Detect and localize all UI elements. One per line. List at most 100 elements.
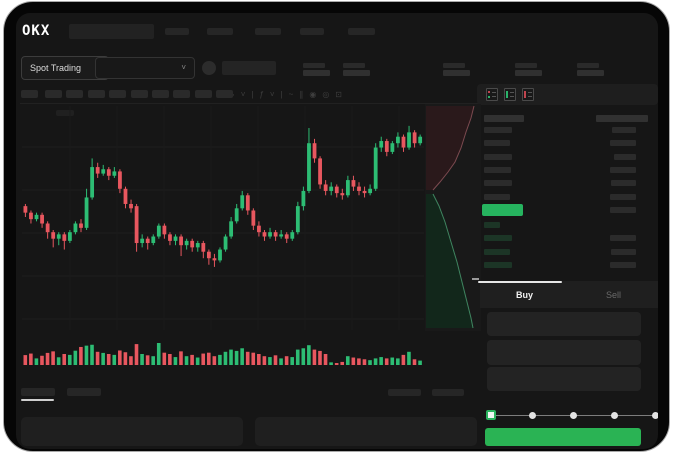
line-tool-icon[interactable]: ~ <box>288 90 294 99</box>
volume-bar <box>84 345 89 365</box>
timeframe-pill-skeleton[interactable] <box>109 90 126 98</box>
stat-value-skeleton <box>443 70 470 76</box>
orderbook-view-asks-icon[interactable] <box>522 88 534 101</box>
ask-row-price-skeleton[interactable] <box>484 193 510 200</box>
candle-body <box>318 158 322 185</box>
candle-body <box>329 186 334 191</box>
okx-logo[interactable]: OKX <box>22 23 51 39</box>
candle-body <box>357 186 361 191</box>
coin-avatar[interactable] <box>202 61 216 75</box>
candle-body <box>212 258 217 261</box>
candle-body <box>112 171 117 176</box>
total-input-skeleton[interactable] <box>487 367 641 391</box>
candle-body <box>268 232 272 237</box>
candle-body <box>62 234 67 241</box>
candle-body <box>412 132 417 144</box>
market-type-dropdown[interactable]: Spot Trading ˅ <box>21 56 109 80</box>
candle-body <box>190 240 195 248</box>
timeframe-pill-skeleton[interactable] <box>152 90 169 98</box>
slider-dot[interactable] <box>651 412 658 419</box>
pair-name-skeleton <box>222 61 276 75</box>
bottom-tab-skeleton[interactable] <box>21 388 55 396</box>
orderbook-view-bids-icon[interactable] <box>504 88 516 101</box>
nav-item-skeleton[interactable] <box>348 28 375 35</box>
draw-tool-icon[interactable]: ∥ <box>299 90 304 99</box>
timeframe-pill-skeleton[interactable] <box>195 90 212 98</box>
orderbook-col-header <box>596 115 648 122</box>
timeframe-pill-skeleton[interactable] <box>88 90 105 98</box>
pair-selector-dropdown[interactable]: ˅ <box>95 57 195 79</box>
bottom-action-skeleton[interactable] <box>432 389 464 396</box>
candle-body <box>73 223 78 233</box>
bid-row-price-skeleton[interactable] <box>484 222 500 228</box>
timeframe-pill-skeleton[interactable] <box>66 90 83 98</box>
bottom-tab-skeleton[interactable] <box>67 388 101 396</box>
volume-bar <box>351 357 356 365</box>
fullscreen-icon[interactable]: ⊡ <box>335 90 342 99</box>
search-bar-skeleton[interactable] <box>69 24 154 39</box>
chart-type-chevron[interactable]: ˅ <box>240 90 246 99</box>
volume-bar <box>118 350 122 365</box>
candle-body <box>151 236 156 244</box>
timeframe-pill-skeleton[interactable] <box>216 90 233 98</box>
timeframe-pill-skeleton[interactable] <box>45 90 62 98</box>
slider-dot[interactable] <box>610 412 618 419</box>
volume-bar <box>195 357 200 365</box>
amount-input-skeleton[interactable] <box>487 340 641 365</box>
volume-bar <box>190 354 194 365</box>
candle-body <box>362 190 367 194</box>
ask-row-price-skeleton[interactable] <box>484 166 511 173</box>
volume-bar <box>345 356 350 365</box>
nav-item-skeleton[interactable] <box>207 28 233 35</box>
indicators-icon[interactable]: ƒ <box>259 90 264 99</box>
volume-bar <box>295 349 300 365</box>
depth-chart[interactable] <box>425 104 481 331</box>
volume-bar <box>129 356 133 365</box>
candle-body <box>184 240 189 246</box>
nav-item-skeleton[interactable] <box>165 28 189 35</box>
candle-body <box>201 243 206 252</box>
ask-row-price-skeleton[interactable] <box>484 140 510 147</box>
orderbook-view-combined-icon[interactable] <box>486 88 498 101</box>
app-screen: OKX Spot Trading ˅ ˅ ∿˅|ƒ˅|~∥◉◎⊡ <box>16 13 658 449</box>
slider-dot[interactable] <box>528 412 536 419</box>
bid-row-price-skeleton[interactable] <box>484 261 512 268</box>
orderbook-col-header <box>484 115 524 122</box>
indicators-chevron[interactable]: ˅ <box>269 90 275 99</box>
volume-bar <box>29 353 33 365</box>
slider-dot[interactable] <box>569 412 577 419</box>
timeframe-pill-skeleton[interactable] <box>21 90 38 98</box>
candlestick-chart[interactable] <box>20 104 426 382</box>
candle-body <box>129 203 133 209</box>
candle-body <box>106 169 111 176</box>
bid-row-price-skeleton[interactable] <box>484 248 510 255</box>
tab-sell[interactable]: Sell <box>605 289 621 300</box>
ask-row-price-skeleton[interactable] <box>484 127 512 133</box>
volume-bar <box>229 349 233 365</box>
bid-row-price-skeleton[interactable] <box>484 235 512 242</box>
settings-icon[interactable]: ◎ <box>322 90 330 99</box>
ask-row-price-skeleton[interactable] <box>484 180 512 187</box>
tab-buy[interactable]: Buy <box>515 289 533 300</box>
bottom-action-skeleton[interactable] <box>388 389 421 396</box>
volume-bar <box>134 344 139 365</box>
timeframe-pill-skeleton[interactable] <box>173 90 190 98</box>
volume-bar <box>151 356 155 365</box>
last-price-highlight[interactable] <box>482 204 523 216</box>
candle-body <box>262 232 267 237</box>
toolbar-divider-line <box>20 103 478 104</box>
submit-buy-button[interactable] <box>485 428 641 446</box>
candle-body <box>251 210 256 226</box>
volume-bar <box>73 350 78 365</box>
slider-handle[interactable] <box>486 410 496 420</box>
price-input-skeleton[interactable] <box>487 312 641 336</box>
nav-item-skeleton[interactable] <box>255 28 281 35</box>
ask-row-price-skeleton[interactable] <box>484 153 512 160</box>
candle-body <box>390 143 395 152</box>
ask-row-amount-skeleton <box>610 140 636 147</box>
candle-body <box>312 143 317 159</box>
nav-item-skeleton[interactable] <box>300 28 324 35</box>
volume-bar <box>201 353 206 365</box>
screenshot-icon[interactable]: ◉ <box>309 90 317 99</box>
timeframe-pill-skeleton[interactable] <box>131 90 148 98</box>
